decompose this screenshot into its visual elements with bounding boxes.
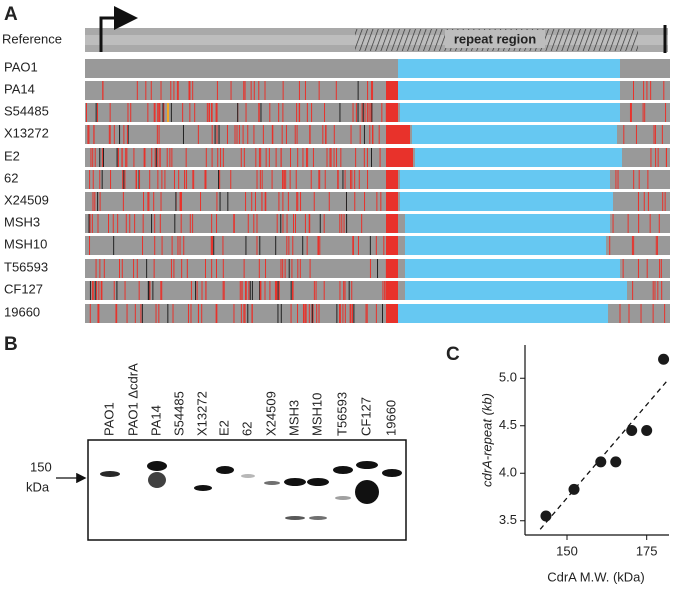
lane-label: S54485	[171, 391, 186, 436]
y-tick-label: 3.5	[499, 512, 517, 527]
reference-label: Reference	[2, 31, 62, 46]
repeat-region	[400, 192, 613, 211]
blot-band	[355, 480, 379, 504]
repeat-region	[405, 259, 620, 278]
strain-label: T56593	[4, 259, 48, 274]
lane-label: MSH3	[286, 400, 301, 436]
data-point	[641, 425, 653, 436]
lane-label: X13272	[194, 391, 209, 436]
snp-cluster	[386, 259, 398, 278]
repeat-label: repeat region	[454, 31, 536, 46]
y-tick-label: 4.0	[499, 465, 517, 480]
scatter: 3.5 4.0 4.5 5.0 150 175 CdrA M.W. (kDa) cdrA-re…	[479, 345, 670, 584]
strain-label: 19660	[4, 304, 40, 319]
blot-band	[194, 485, 212, 491]
strain-label: E2	[4, 148, 20, 163]
lane-label: PA14	[148, 405, 163, 436]
snp-cluster	[386, 236, 398, 255]
panel-label: C	[446, 344, 460, 365]
repeat-region	[400, 170, 610, 189]
repeat-region	[400, 103, 620, 122]
repeat-region	[405, 281, 627, 300]
blot-band	[335, 496, 351, 500]
lane-label: T56593	[334, 392, 349, 436]
snp-cluster	[386, 81, 398, 100]
panel-label: A	[4, 4, 18, 25]
data-point	[595, 456, 607, 468]
lane-label: X24509	[263, 391, 278, 436]
data-point	[658, 353, 670, 365]
marker-unit: kDa	[26, 479, 50, 494]
promoter-arrow	[99, 6, 138, 52]
strain-label: CF127	[4, 281, 43, 296]
lane-label: CF127	[358, 397, 373, 436]
x-axis-label: CdrA M.W. (kDa)	[547, 569, 645, 584]
lane-label: MSH10	[309, 393, 324, 436]
blot-band	[307, 478, 329, 486]
strain-label: MSH3	[4, 214, 40, 229]
repeat-region	[398, 304, 608, 323]
blot-band	[148, 472, 166, 488]
snp-cluster	[386, 214, 398, 233]
repeat-region	[398, 81, 620, 100]
snp-cluster	[386, 170, 398, 189]
data-point	[540, 510, 552, 522]
y-tick-label: 5.0	[499, 370, 517, 385]
blot-band	[216, 466, 234, 474]
repeat-region	[405, 214, 610, 233]
lane-label: 62	[239, 422, 254, 436]
strain-label: X24509	[4, 192, 49, 207]
strain-label: PAO1	[4, 59, 38, 74]
snp-cluster	[386, 103, 398, 122]
repeat-region	[415, 148, 622, 167]
y-axis-label: cdrA-repeat (kb)	[479, 393, 494, 487]
blot-frame	[87, 439, 407, 541]
strain-label: MSH10	[4, 236, 47, 251]
repeat-label-bg	[445, 30, 545, 48]
snp-cluster	[386, 281, 398, 300]
snp-cluster	[386, 148, 413, 167]
alignment-rows: PAO1 PA14 S54485 X13272 E2 62 X24509 MSH3 MSH10 T…	[4, 59, 670, 323]
data-point	[568, 483, 580, 495]
y-tick-label: 4.5	[499, 417, 517, 432]
strain-label: S54485	[4, 103, 49, 118]
blot-band	[284, 478, 306, 486]
blot: PAO1 PAO1 ΔcdrA PA14 S54485 X13272 E2 62 X24509…	[100, 363, 402, 520]
panel-label: B	[4, 334, 18, 355]
repeat-region	[412, 125, 617, 144]
snp-cluster	[386, 192, 398, 211]
repeat-region	[398, 59, 620, 78]
blot-band	[100, 471, 120, 477]
blot-band	[382, 469, 402, 477]
marker-value: 150	[30, 459, 52, 474]
blot-band	[309, 516, 327, 520]
snp-cluster	[386, 304, 398, 323]
blot-band	[147, 461, 167, 471]
lane-label: PAO1 ΔcdrA	[125, 363, 140, 436]
strain-label: PA14	[4, 81, 35, 96]
blot-band	[241, 474, 255, 478]
strain-label: 62	[4, 170, 18, 185]
blot-band	[264, 481, 280, 485]
x-tick-label: 150	[556, 543, 578, 558]
lane-label: 19660	[383, 400, 398, 436]
repeat-region	[405, 236, 606, 255]
blot-band	[356, 461, 378, 469]
blot-band	[285, 516, 305, 520]
blot-band	[333, 466, 353, 474]
lane-label: E2	[216, 420, 231, 436]
snp-cluster	[386, 125, 410, 144]
data-point	[610, 456, 622, 468]
x-tick-label: 175	[636, 543, 658, 558]
lane-label: PAO1	[101, 402, 116, 436]
fit-line	[539, 379, 669, 530]
data-point	[626, 425, 638, 436]
strain-label: X13272	[4, 125, 49, 140]
